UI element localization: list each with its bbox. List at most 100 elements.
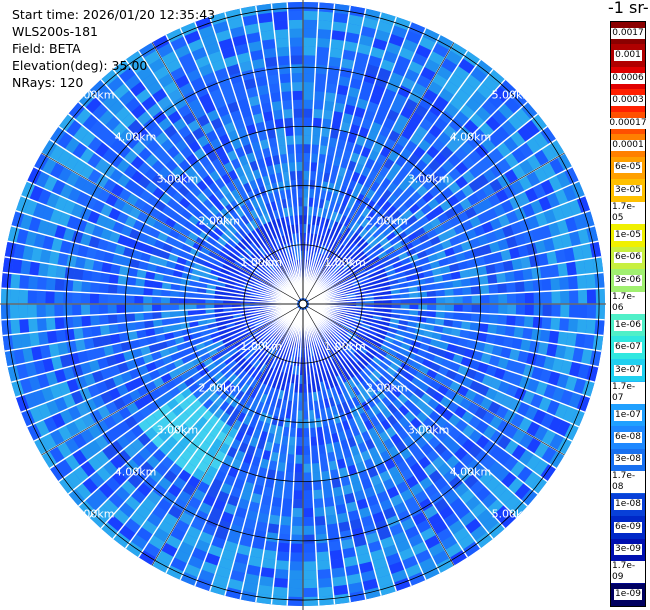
range-gate-cell: [267, 276, 276, 284]
range-gate-cell: [380, 385, 391, 397]
range-gate-cell: [241, 373, 251, 384]
range-gate-cell: [224, 192, 236, 204]
range-gate-cell: [129, 258, 140, 269]
range-gate-cell: [453, 110, 470, 126]
range-gate-cell: [270, 368, 278, 379]
range-gate-cell: [369, 238, 379, 249]
range-gate-cell: [303, 81, 315, 92]
range-gate-cell: [294, 135, 303, 145]
range-gate-cell: [388, 523, 405, 537]
range-gate-cell: [263, 385, 272, 396]
range-gate-cell: [41, 386, 55, 403]
range-gate-cell: [283, 480, 294, 491]
range-gate-cell: [287, 10, 303, 21]
range-gate-cell: [460, 240, 472, 252]
range-gate-cell: [187, 98, 203, 112]
range-gate-cell: [400, 298, 410, 304]
range-gate-cell: [577, 363, 590, 380]
range-gate-cell: [362, 231, 373, 242]
range-gate-cell: [124, 517, 142, 534]
range-gate-cell: [321, 118, 333, 129]
range-gate-cell: [288, 570, 303, 580]
range-gate-cell: [339, 373, 348, 384]
range-gate-cell: [365, 350, 375, 360]
range-gate-cell: [274, 569, 290, 579]
range-gate-cell: [280, 264, 287, 274]
range-gate-cell: [438, 483, 454, 499]
range-gate-cell: [485, 476, 502, 493]
range-gate-cell: [210, 331, 221, 340]
range-gate-cell: [547, 221, 561, 238]
range-gate-cell: [240, 348, 251, 358]
range-gate-cell: [503, 455, 519, 472]
range-gate-cell: [199, 382, 211, 394]
range-gate-cell: [281, 235, 287, 245]
ray-gap: [304, 309, 397, 592]
range-gate-cell: [391, 293, 401, 300]
range-gate-cell: [264, 321, 274, 329]
range-gate-cell: [372, 259, 383, 268]
range-gate-cell: [334, 333, 343, 342]
range-gate-cell: [1, 272, 12, 289]
range-gate-cell: [143, 278, 154, 289]
range-gate-cell: [303, 578, 318, 589]
range-gate-cell: [576, 274, 587, 290]
ray-gap: [308, 305, 580, 428]
range-gate-cell: [281, 254, 288, 264]
range-gate-cell: [102, 92, 119, 110]
range-gate-cell: [22, 347, 34, 364]
range-gate-cell: [569, 289, 579, 304]
range-gate-cell: [172, 117, 187, 132]
range-gate-cell: [303, 445, 311, 455]
range-gate-cell: [261, 449, 272, 461]
range-gate-cell: [344, 140, 356, 152]
range-gate-cell: [281, 344, 288, 354]
range-gate-cell: [140, 497, 157, 513]
range-gate-cell: [245, 472, 258, 485]
range-gate-cell: [475, 105, 492, 122]
range-gate-cell: [201, 523, 218, 537]
range-gate-cell: [382, 259, 393, 268]
range-gate-cell: [266, 523, 280, 534]
range-gate-cell: [152, 296, 162, 304]
range-gate-cell: [250, 492, 263, 504]
range-gate-cell: [70, 202, 84, 219]
range-gate-cell: [259, 270, 269, 278]
range-gate-cell: [319, 244, 326, 255]
range-gate-cell: [303, 73, 316, 83]
range-gate-cell: [303, 534, 316, 544]
range-gate-cell: [382, 226, 393, 237]
range-gate-cell: [391, 174, 404, 187]
range-gate-cell: [563, 345, 575, 362]
ray-gap: [303, 5, 351, 299]
range-gate-cell: [247, 272, 257, 280]
range-gate-cell: [392, 186, 405, 199]
range-gate-cell: [346, 368, 356, 379]
range-gate-cell: [19, 274, 30, 290]
range-gate-cell: [107, 313, 118, 325]
range-gate-cell: [235, 196, 246, 208]
colorbar-segment: 1e-05: [611, 224, 645, 247]
range-gate-cell: [201, 186, 214, 199]
range-gate-cell: [320, 333, 328, 343]
range-gate-cell: [452, 526, 471, 543]
range-gate-cell: [227, 238, 237, 249]
range-gate-cell: [240, 69, 255, 81]
range-gate-cell: [504, 168, 519, 185]
range-gate-cell: [255, 3, 273, 15]
range-gate-cell: [390, 25, 409, 39]
range-gate-cell: [111, 342, 123, 355]
range-gate-cell: [173, 549, 192, 564]
range-gate-cell: [407, 366, 419, 377]
range-gate-cell: [129, 511, 147, 527]
range-gate-cell: [231, 80, 246, 93]
range-gate-cell: [155, 333, 166, 344]
range-gate-cell: [37, 188, 52, 206]
range-gate-cell: [497, 238, 509, 252]
range-gate-cell: [244, 323, 255, 330]
range-gate-cell: [161, 310, 171, 319]
range-gate-cell: [516, 191, 531, 207]
range-gate-cell: [72, 279, 83, 293]
range-gate-cell: [499, 511, 517, 529]
